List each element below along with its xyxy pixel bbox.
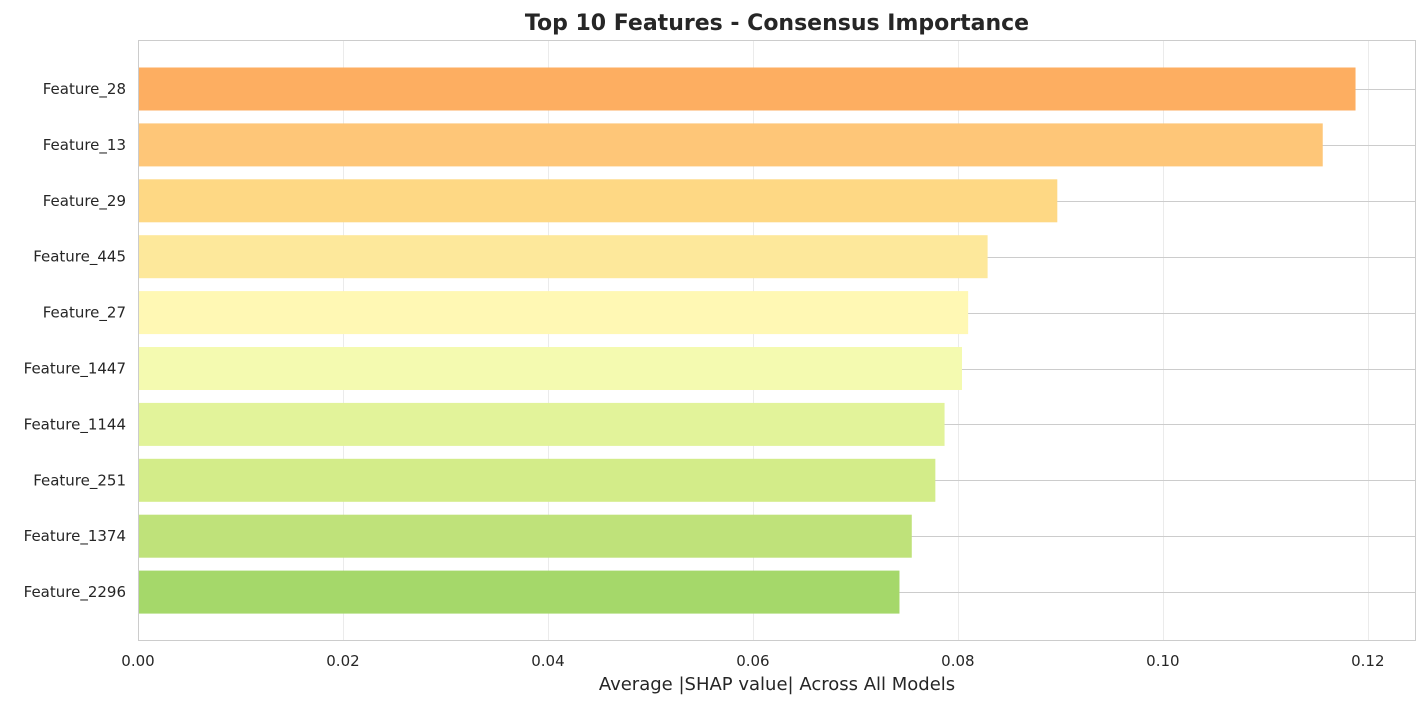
bar xyxy=(138,67,1356,111)
x-tick-label: 0.00 xyxy=(121,652,154,670)
y-tick-labels: Feature_28 Feature_13 Feature_29 Feature_44… xyxy=(24,80,126,602)
bars-layer xyxy=(138,67,1356,614)
y-tick-label: Feature_445 xyxy=(33,248,126,267)
bar xyxy=(138,570,900,614)
y-tick-label: Feature_251 xyxy=(33,471,126,490)
bar xyxy=(138,235,988,279)
bar xyxy=(138,123,1323,167)
y-tick-label: Feature_13 xyxy=(43,136,126,155)
x-tick-label: 0.12 xyxy=(1351,652,1384,670)
chart-title: Top 10 Features - Consensus Importance xyxy=(525,11,1029,36)
y-tick-label: Feature_1144 xyxy=(24,415,126,434)
y-tick-label: Feature_28 xyxy=(43,80,126,99)
bar xyxy=(138,514,912,558)
x-axis-label: Average |SHAP value| Across All Models xyxy=(599,674,955,695)
x-tick-label: 0.04 xyxy=(531,652,564,670)
bar xyxy=(138,291,969,335)
x-tick-label: 0.10 xyxy=(1146,652,1179,670)
y-tick-label: Feature_1374 xyxy=(24,527,126,546)
bar xyxy=(138,347,962,390)
x-tick-label: 0.06 xyxy=(736,652,769,670)
bar xyxy=(138,402,945,446)
y-tick-label: Feature_2296 xyxy=(24,583,126,602)
bar xyxy=(138,179,1058,223)
plot-frame xyxy=(138,40,1416,641)
y-tick-label: Feature_29 xyxy=(43,192,126,211)
y-tick-label: Feature_27 xyxy=(43,304,126,323)
x-tick-label: 0.02 xyxy=(326,652,359,670)
y-tick-label: Feature_1447 xyxy=(24,360,126,379)
x-tick-label: 0.08 xyxy=(941,652,974,670)
x-tick-labels: 0.00 0.02 0.04 0.06 0.08 0.10 0.12 xyxy=(121,652,1384,670)
bar xyxy=(138,458,936,502)
